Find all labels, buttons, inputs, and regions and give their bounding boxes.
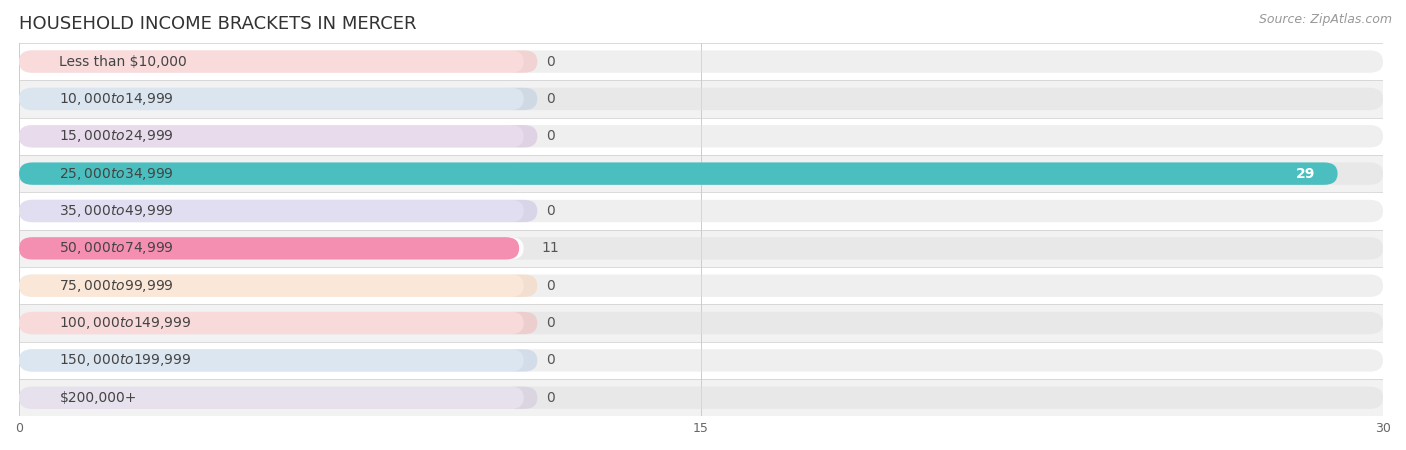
Bar xyxy=(20,43,1384,80)
FancyBboxPatch shape xyxy=(20,125,1384,148)
FancyBboxPatch shape xyxy=(20,274,1384,297)
Text: $50,000 to $74,999: $50,000 to $74,999 xyxy=(59,240,174,256)
FancyBboxPatch shape xyxy=(20,200,1384,222)
FancyBboxPatch shape xyxy=(20,349,1384,372)
Bar xyxy=(20,230,1384,267)
FancyBboxPatch shape xyxy=(20,200,523,222)
Bar xyxy=(20,342,1384,379)
Text: $35,000 to $49,999: $35,000 to $49,999 xyxy=(59,203,174,219)
FancyBboxPatch shape xyxy=(20,387,523,409)
Text: 0: 0 xyxy=(547,129,555,143)
Text: HOUSEHOLD INCOME BRACKETS IN MERCER: HOUSEHOLD INCOME BRACKETS IN MERCER xyxy=(20,15,416,33)
Text: 11: 11 xyxy=(541,241,560,255)
FancyBboxPatch shape xyxy=(20,274,537,297)
FancyBboxPatch shape xyxy=(20,125,537,148)
Text: Source: ZipAtlas.com: Source: ZipAtlas.com xyxy=(1258,14,1392,27)
Bar xyxy=(20,379,1384,416)
FancyBboxPatch shape xyxy=(20,349,537,372)
FancyBboxPatch shape xyxy=(20,88,537,110)
Text: $25,000 to $34,999: $25,000 to $34,999 xyxy=(59,166,174,182)
FancyBboxPatch shape xyxy=(20,200,537,222)
Text: 0: 0 xyxy=(547,204,555,218)
FancyBboxPatch shape xyxy=(20,88,523,110)
FancyBboxPatch shape xyxy=(20,162,523,185)
Text: 0: 0 xyxy=(547,353,555,367)
Bar xyxy=(20,155,1384,192)
Bar xyxy=(20,117,1384,155)
Text: 0: 0 xyxy=(547,54,555,68)
FancyBboxPatch shape xyxy=(20,237,523,260)
FancyBboxPatch shape xyxy=(20,237,1384,260)
Text: 29: 29 xyxy=(1295,166,1315,180)
Text: $150,000 to $199,999: $150,000 to $199,999 xyxy=(59,352,191,369)
Text: 0: 0 xyxy=(547,391,555,405)
Bar xyxy=(20,267,1384,304)
FancyBboxPatch shape xyxy=(20,50,1384,73)
Text: $15,000 to $24,999: $15,000 to $24,999 xyxy=(59,128,174,144)
FancyBboxPatch shape xyxy=(20,274,523,297)
Bar xyxy=(20,192,1384,230)
FancyBboxPatch shape xyxy=(20,312,523,334)
Text: 0: 0 xyxy=(547,316,555,330)
FancyBboxPatch shape xyxy=(20,162,1337,185)
Text: $10,000 to $14,999: $10,000 to $14,999 xyxy=(59,91,174,107)
Bar xyxy=(20,80,1384,117)
FancyBboxPatch shape xyxy=(20,162,1384,185)
Text: 0: 0 xyxy=(547,279,555,292)
FancyBboxPatch shape xyxy=(20,312,537,334)
FancyBboxPatch shape xyxy=(20,88,1384,110)
FancyBboxPatch shape xyxy=(20,50,537,73)
Text: $200,000+: $200,000+ xyxy=(59,391,136,405)
Bar xyxy=(20,304,1384,342)
Text: 0: 0 xyxy=(547,92,555,106)
Text: Less than $10,000: Less than $10,000 xyxy=(59,54,187,68)
FancyBboxPatch shape xyxy=(20,349,523,372)
FancyBboxPatch shape xyxy=(20,125,523,148)
FancyBboxPatch shape xyxy=(20,237,519,260)
FancyBboxPatch shape xyxy=(20,387,1384,409)
FancyBboxPatch shape xyxy=(20,387,537,409)
FancyBboxPatch shape xyxy=(20,50,523,73)
FancyBboxPatch shape xyxy=(20,312,1384,334)
Text: $75,000 to $99,999: $75,000 to $99,999 xyxy=(59,278,174,294)
Text: $100,000 to $149,999: $100,000 to $149,999 xyxy=(59,315,191,331)
